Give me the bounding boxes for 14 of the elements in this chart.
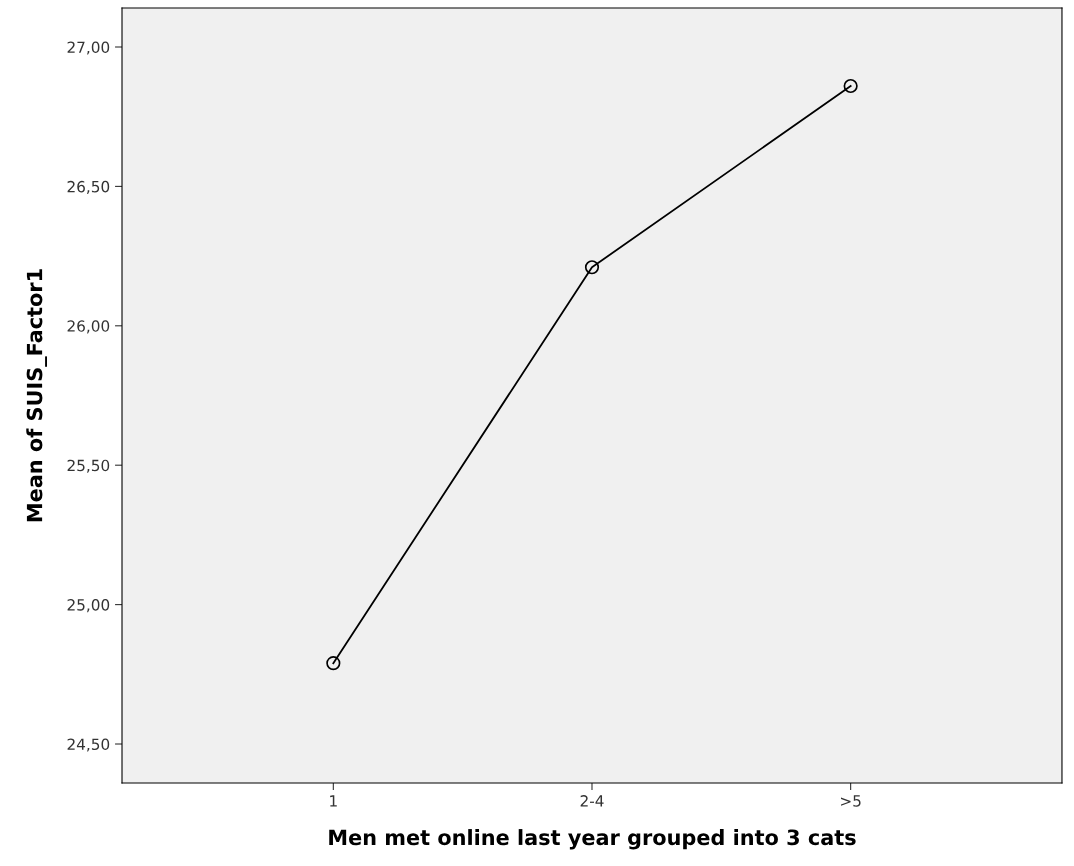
- point: [584, 260, 600, 275]
- y-tick-label: 25,50: [67, 459, 110, 473]
- point: [843, 78, 858, 94]
- y-tick-label: 27,00: [67, 41, 110, 55]
- y-tick-label: 26,50: [67, 180, 110, 194]
- x-tick-label: 2-4: [580, 795, 604, 807]
- y-tick-label: 25,00: [67, 599, 110, 613]
- x-tick-label: >5: [841, 795, 861, 807]
- y-tick-label: 26,00: [67, 320, 110, 334]
- x-axis-title: Men met online last year grouped into 3 cats: [329, 829, 856, 850]
- y-tick-label: 24,50: [67, 738, 110, 752]
- x-tick-label: 1: [330, 795, 337, 807]
- y-axis-title: Mean of SUIS_Factor1: [26, 269, 48, 522]
- point: [326, 656, 341, 671]
